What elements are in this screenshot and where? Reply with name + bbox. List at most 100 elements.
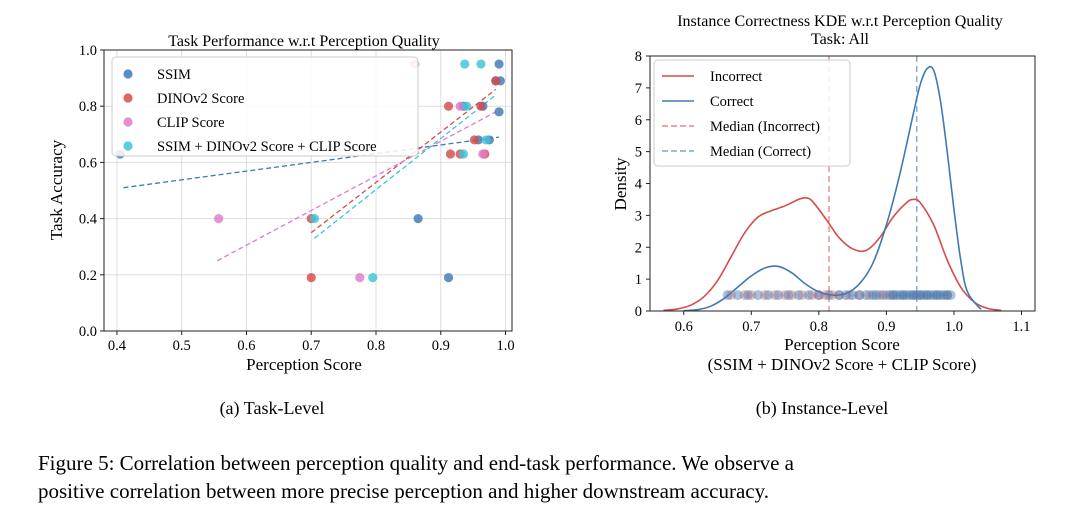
task-level-points: [115, 59, 505, 283]
instance-level-rug-point-correct: [905, 290, 916, 301]
task-level-plot: 0.4 0.5 0.6 0.7 0.8 0.9 1.0 0.0 0.2 0.4 0.6 0.8 1.0…: [47, 33, 515, 419]
instance-level-rug-point-correct: [861, 290, 872, 301]
task-level-x-tick-label: 0.7: [302, 338, 320, 354]
instance-level-legend-label: Incorrect: [710, 69, 762, 85]
task-level-y-ticks: 0.0 0.2 0.4 0.6 0.8 1.0: [79, 43, 104, 340]
task-level-point-clip: [455, 101, 465, 111]
task-level-point-combined: [481, 135, 491, 145]
task-level-legend-label: SSIM: [157, 67, 191, 83]
instance-level-rug-point-incorrect: [864, 290, 875, 301]
instance-level-y-tick-label: 5: [635, 145, 642, 161]
task-level-point-ssim: [494, 107, 504, 117]
task-level-legend: SSIM DINOv2 Score CLIP Score SSIM + DINOv2 …: [111, 56, 419, 157]
task-level-point-dino: [491, 76, 501, 86]
instance-level-x-ticks: 0.6 0.7 0.8 0.9 1.0 1.1: [675, 311, 1031, 335]
instance-level-rug-point-incorrect: [888, 290, 899, 301]
instance-level-rug-point-incorrect: [739, 290, 750, 301]
task-level-point-clip: [478, 149, 488, 159]
task-level-legend-marker-dino: [123, 93, 133, 103]
instance-level-rug: [722, 290, 956, 301]
figure-caption-line2: positive correlation between more precis…: [38, 479, 769, 503]
instance-level-kde-curve-correct: [683, 65, 982, 312]
task-level-x-tick-label: 0.8: [367, 338, 385, 354]
instance-level-rug-point-correct: [763, 290, 774, 301]
instance-level-rug-point-incorrect: [898, 290, 909, 301]
instance-level-rug-point-incorrect: [915, 290, 926, 301]
instance-level-x-tick-label: 1.0: [945, 319, 963, 335]
instance-level-rug-point-correct: [823, 290, 834, 301]
task-level-y-tick-label: 1.0: [79, 43, 97, 59]
instance-level-kde-curve-incorrect: [663, 196, 1002, 312]
instance-level-y-tick-label: 3: [635, 208, 642, 224]
instance-level-rug-point-correct: [921, 290, 932, 301]
task-level-y-tick-label: 0.0: [79, 324, 97, 340]
instance-level-rug-point-incorrect: [874, 290, 885, 301]
instance-level-rug-point-correct: [732, 290, 743, 301]
instance-level-rug-point-correct: [854, 290, 865, 301]
task-level-trend-clip: [217, 111, 497, 262]
instance-level-x-tick-label: 1.1: [1012, 319, 1030, 335]
instance-level-rug-point-incorrect: [942, 290, 953, 301]
instance-level-rug-point-incorrect: [746, 290, 757, 301]
task-level-point-ssim: [413, 214, 423, 224]
task-level-trend-combined: [314, 94, 497, 239]
instance-level-legend-label: Correct: [710, 94, 753, 110]
instance-level-rug-point-incorrect: [786, 290, 797, 301]
instance-level-rug-point-incorrect: [759, 290, 770, 301]
task-level-y-tick-label: 0.4: [79, 212, 98, 228]
instance-level-x-tick-label: 0.8: [810, 319, 828, 335]
instance-level-kde-curves: [663, 65, 1002, 312]
task-level-x-tick-label: 0.6: [237, 338, 255, 354]
instance-level-rug-point-incorrect: [932, 290, 943, 301]
task-level-y-tick-label: 0.8: [79, 99, 97, 115]
instance-level-title: Instance Correctness KDE w.r.t Perceptio…: [677, 13, 1003, 30]
instance-level-rug-point-incorrect: [769, 290, 780, 301]
task-level-point-dino: [443, 101, 454, 111]
instance-level-y-tick-label: 7: [635, 81, 642, 97]
instance-level-y-tick-label: 4: [635, 177, 643, 193]
task-level-point-dino: [306, 273, 316, 283]
instance-level-rug-point-correct: [742, 290, 753, 301]
instance-level-rug-point-correct: [834, 290, 845, 301]
instance-level-rug-point-correct: [813, 290, 824, 301]
task-level-y-tick-label: 0.2: [79, 268, 97, 284]
instance-level-subtitle: (b) Instance-Level: [756, 398, 888, 419]
task-level-legend-label: DINOv2 Score: [157, 91, 244, 107]
task-level-x-label: Perception Score: [246, 355, 362, 374]
instance-level-rug-point-incorrect: [820, 290, 831, 301]
instance-level-rug-point-correct: [932, 290, 943, 301]
instance-level-x-tick-label: 0.6: [675, 319, 693, 335]
instance-level-rug-point-correct: [867, 290, 878, 301]
task-level-axes-frame: [103, 49, 513, 332]
instance-level-rug-point-incorrect: [807, 290, 818, 301]
instance-level-y-ticks: 0 1 2 3 4 5 6 7 8: [635, 49, 650, 320]
instance-level-legend-label: Median (Correct): [710, 144, 811, 160]
instance-level-y-tick-label: 8: [635, 49, 642, 65]
instance-level-rug-point-correct: [803, 290, 814, 301]
instance-level-rug-point-correct: [753, 290, 764, 301]
instance-level-rug-point-correct: [908, 290, 919, 301]
instance-level-rug-point-incorrect: [796, 290, 807, 301]
instance-level-rug-point-correct: [928, 290, 939, 301]
instance-level-rug-point-correct: [840, 290, 851, 301]
instance-level-rug-point-correct: [945, 290, 956, 301]
instance-level-rug-point-incorrect: [726, 290, 737, 301]
task-level-trend-ssim: [123, 136, 500, 189]
instance-level-rug-point-incorrect: [854, 290, 865, 301]
instance-level-rug-point-correct: [773, 290, 784, 301]
figure-caption-line1: Figure 5: Correlation between perception…: [38, 451, 795, 475]
instance-level-plot: 0.6 0.7 0.8 0.9 1.0 1.1 0 1 2 3 4 5 6 7 8 Instance Co…: [611, 13, 1036, 419]
instance-level-rug-point-correct: [938, 290, 949, 301]
instance-level-rug-point-correct: [911, 290, 922, 301]
instance-level-rug-point-correct: [918, 290, 929, 301]
task-level-legend-marker-combined: [123, 141, 133, 151]
instance-level-rug-point-correct: [935, 290, 946, 301]
instance-level-rug-point-correct: [847, 290, 858, 301]
instance-level-legend-label: Median (Incorrect): [710, 119, 820, 135]
instance-level-y-tick-label: 0: [635, 304, 642, 320]
instance-level-rug-point-correct: [888, 290, 899, 301]
instance-level-x-label: Perception Score: [784, 335, 900, 354]
task-level-point-dino: [469, 135, 480, 145]
task-level-x-tick-label: 0.9: [432, 338, 450, 354]
task-level-x-tick-label: 0.4: [108, 338, 127, 354]
